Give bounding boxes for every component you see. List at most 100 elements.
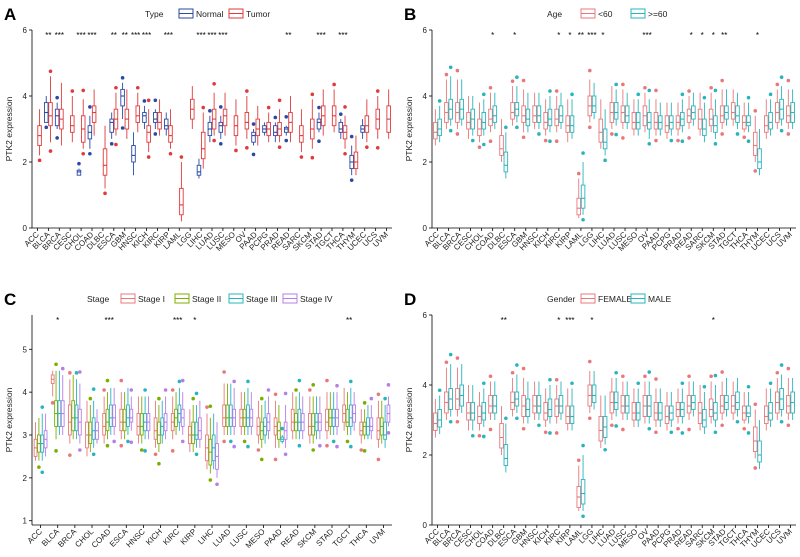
box-body [702, 118, 707, 137]
outlier-point [687, 374, 691, 379]
box-body [499, 423, 504, 449]
box-body [369, 417, 374, 432]
outlier-point [515, 416, 519, 421]
box-acc-stagei [33, 422, 38, 461]
box-ov-male [646, 370, 652, 431]
box-body [76, 169, 82, 176]
box-sarc-male [702, 384, 707, 434]
panel-letter: B [404, 5, 416, 24]
outlier-point [163, 388, 168, 392]
box-body [543, 112, 548, 130]
box-ov-60 [642, 85, 648, 133]
outlier-point [680, 431, 685, 435]
outlier-point [720, 370, 724, 374]
box-body [602, 128, 608, 150]
box-body [477, 405, 482, 424]
box-thca-stagei [359, 409, 364, 452]
box-luad-stageiii [228, 383, 233, 444]
outlier-point [194, 452, 199, 457]
box-lihc-male [602, 395, 608, 452]
box-thca-female [741, 392, 747, 431]
box-body [764, 405, 769, 424]
box-uvm-female [786, 366, 791, 428]
box-acc-stageiv [43, 413, 48, 457]
box-hnsc-female [532, 381, 537, 420]
box-read-normal [283, 114, 289, 143]
outlier-point [345, 439, 350, 444]
box-laml-tumor [179, 155, 184, 222]
outlier-point [735, 132, 740, 136]
outlier-point [129, 388, 134, 392]
significance-label: *** [196, 31, 205, 40]
outlier-point [208, 478, 213, 482]
box-body [433, 121, 438, 140]
box-body [108, 404, 113, 427]
box-body [297, 408, 302, 432]
box-body [364, 115, 370, 133]
legend-title: Type [145, 9, 164, 19]
outlier-point [643, 85, 647, 90]
box-luad-female [609, 378, 615, 428]
box-ov-60 [646, 88, 652, 146]
box-body [569, 405, 575, 424]
box-ucs-60 [779, 75, 784, 133]
outlier-point [537, 423, 541, 428]
y-tick-label: 0 [23, 224, 28, 233]
outlier-point [515, 75, 519, 79]
box-body [708, 108, 714, 127]
box-body [311, 413, 316, 436]
outlier-point [554, 89, 559, 93]
outlier-point [153, 98, 158, 103]
box-body [338, 121, 344, 133]
box-thca-stageiii [366, 405, 370, 440]
box-meso-stageiv [266, 388, 271, 440]
outlier-point [349, 178, 354, 182]
box-thym-female [752, 402, 758, 470]
y-tick-label: 1 [23, 517, 28, 526]
box-body [635, 112, 641, 130]
box-body [735, 391, 740, 410]
box-uvm-stageiii [383, 396, 387, 448]
outlier-point [362, 401, 367, 405]
significance-label: * [690, 31, 693, 40]
box-chol-stageiv [95, 409, 99, 444]
box-chol-normal [76, 161, 82, 176]
outlier-point [746, 95, 751, 100]
box-skcm-60 [708, 85, 714, 133]
outlier-point [488, 85, 493, 90]
box-body [613, 391, 619, 410]
outlier-point [753, 109, 758, 113]
outlier-point [680, 92, 685, 97]
box-chol-tumor [80, 88, 86, 156]
box-esca-60 [514, 75, 520, 130]
outlier-point [102, 388, 106, 392]
box-body [547, 398, 553, 417]
box-kirp-stagei [187, 409, 192, 453]
box-body [730, 102, 736, 120]
box-chol-stagei [85, 400, 89, 457]
box-hnsc-60 [532, 92, 537, 129]
significance-label: * [590, 316, 593, 325]
outlier-point [537, 132, 541, 136]
box-ucs-tumor [375, 89, 381, 150]
box-body [768, 112, 773, 130]
box-body [70, 115, 75, 133]
box-kirc-stagei [170, 388, 175, 453]
box-coad-stagei [102, 388, 106, 444]
box-tgct-female [730, 381, 736, 420]
box-gbm-60 [521, 78, 526, 140]
box-body [547, 108, 553, 127]
box-body [613, 102, 619, 120]
outlier-point [720, 132, 724, 136]
box-body [653, 112, 659, 130]
box-lihc-stageiii [211, 413, 216, 470]
outlier-point [310, 92, 315, 97]
box-body [558, 395, 564, 414]
box-body [635, 402, 641, 421]
box-dlbc-60 [503, 125, 509, 179]
panel-letter: C [4, 290, 16, 309]
outlier-point [114, 85, 118, 90]
box-kirc-female [554, 377, 559, 435]
